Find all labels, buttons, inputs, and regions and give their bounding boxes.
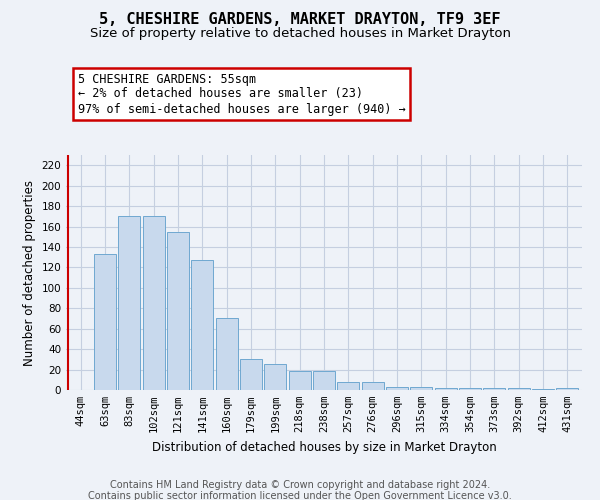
- Text: Contains public sector information licensed under the Open Government Licence v3: Contains public sector information licen…: [88, 491, 512, 500]
- Y-axis label: Number of detached properties: Number of detached properties: [23, 180, 36, 366]
- Bar: [337, 382, 359, 390]
- Bar: [459, 388, 481, 390]
- Bar: [265, 364, 286, 390]
- Bar: [118, 216, 140, 390]
- Bar: [556, 388, 578, 390]
- Bar: [289, 370, 311, 390]
- Bar: [362, 382, 383, 390]
- Bar: [240, 360, 262, 390]
- Text: 5 CHESHIRE GARDENS: 55sqm
← 2% of detached houses are smaller (23)
97% of semi-d: 5 CHESHIRE GARDENS: 55sqm ← 2% of detach…: [78, 72, 406, 116]
- Bar: [532, 389, 554, 390]
- Bar: [143, 216, 164, 390]
- Text: Size of property relative to detached houses in Market Drayton: Size of property relative to detached ho…: [89, 28, 511, 40]
- Bar: [508, 388, 530, 390]
- Bar: [191, 260, 213, 390]
- Bar: [435, 388, 457, 390]
- X-axis label: Distribution of detached houses by size in Market Drayton: Distribution of detached houses by size …: [152, 440, 496, 454]
- Bar: [94, 254, 116, 390]
- Text: 5, CHESHIRE GARDENS, MARKET DRAYTON, TF9 3EF: 5, CHESHIRE GARDENS, MARKET DRAYTON, TF9…: [99, 12, 501, 28]
- Bar: [410, 387, 433, 390]
- Text: Contains HM Land Registry data © Crown copyright and database right 2024.: Contains HM Land Registry data © Crown c…: [110, 480, 490, 490]
- Bar: [215, 318, 238, 390]
- Bar: [167, 232, 189, 390]
- Bar: [386, 387, 408, 390]
- Bar: [484, 388, 505, 390]
- Bar: [313, 370, 335, 390]
